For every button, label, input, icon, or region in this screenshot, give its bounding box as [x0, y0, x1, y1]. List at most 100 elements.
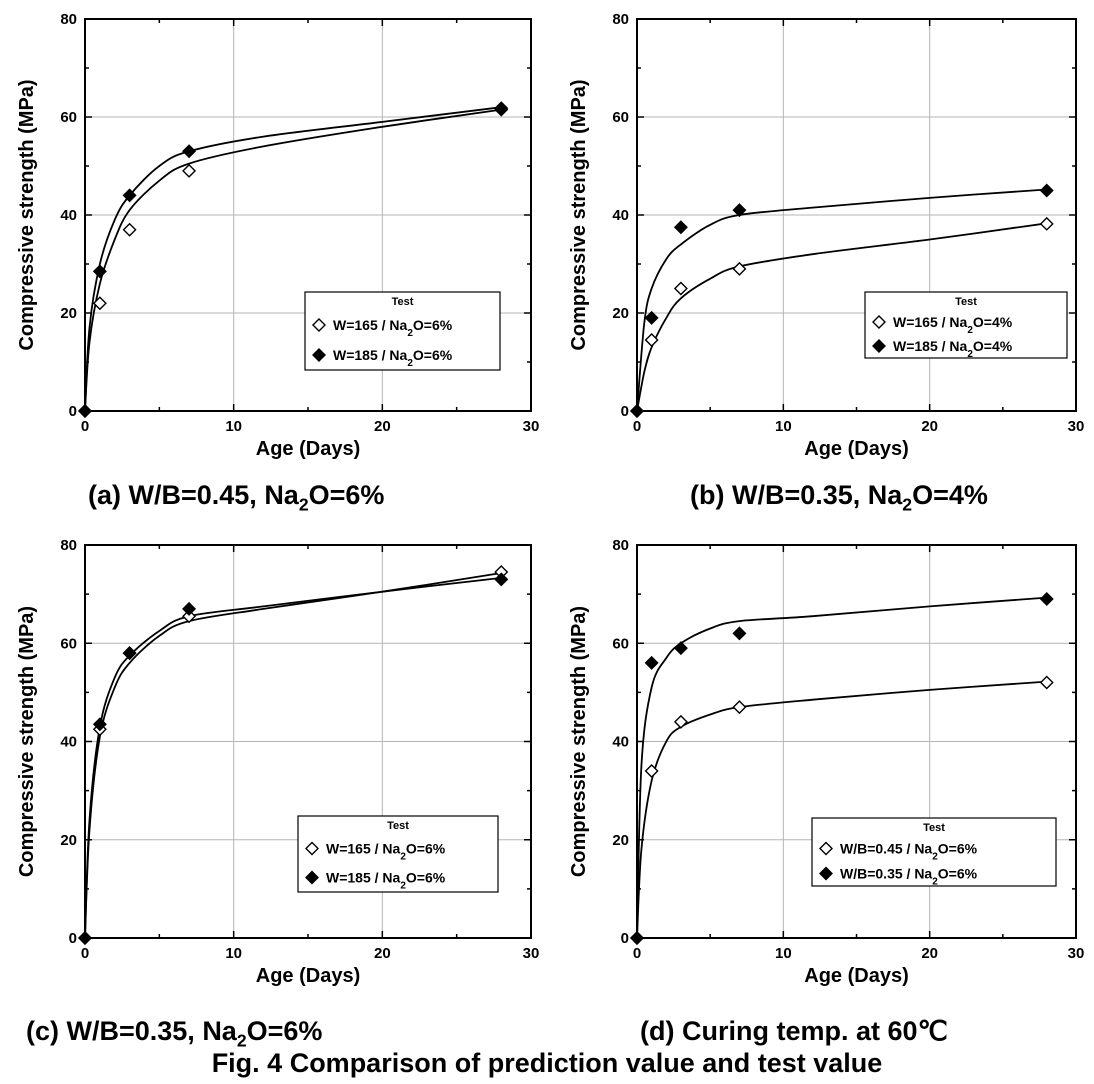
filled-diamond-point — [732, 626, 747, 641]
legend-title: Test — [955, 296, 977, 308]
y-tick-label: 60 — [60, 109, 77, 126]
y-axis-label: Compressive strength (MPa) — [16, 606, 38, 877]
x-tick-label: 20 — [921, 418, 938, 435]
x-tick-label: 20 — [374, 418, 391, 435]
y-tick-label: 40 — [60, 207, 77, 224]
y-tick-label: 80 — [60, 11, 77, 28]
x-tick-label: 10 — [775, 945, 792, 962]
caption-c: (c) W/B=0.35, Na2O=6% — [26, 1016, 323, 1051]
filled-diamond-point — [644, 310, 659, 325]
chart-panel-a: 0 10 20 30 0 20 40 60 80 Age (Days) Compressive st… — [16, 11, 539, 460]
y-tick-label: 0 — [621, 930, 629, 947]
y-tick-label: 20 — [612, 832, 629, 849]
legend-filled-diamond-icon — [819, 866, 833, 881]
y-tick-label: 0 — [69, 930, 77, 947]
filled-diamond-point — [92, 264, 107, 279]
legend-entry-label: W=165 / Na2O=6% — [326, 841, 446, 863]
legend: Test W=165 / Na2O=4%W=185 / Na2O=4% — [864, 291, 1068, 360]
legend-entry-label: W=165 / Na2O=6% — [333, 317, 453, 339]
open-diamond-point — [122, 222, 137, 237]
open-diamond-point — [1039, 216, 1054, 231]
open-diamond-point — [92, 296, 107, 311]
chart-panel-b: 0 10 20 30 0 20 40 60 80 Age (Days) Compressive st… — [568, 11, 1084, 460]
filled-diamond-point — [644, 655, 659, 670]
prediction-curve — [636, 596, 1047, 939]
y-tick-label: 20 — [60, 832, 77, 849]
open-diamond-point — [673, 281, 688, 296]
legend-open-diamond-icon — [872, 315, 886, 329]
open-diamond-point — [644, 763, 659, 778]
y-tick-label: 80 — [612, 537, 629, 554]
legend-entry-label: W=185 / Na2O=6% — [326, 870, 446, 892]
filled-diamond-point — [673, 641, 688, 656]
filled-diamond-point — [630, 404, 644, 418]
legend-entry-label: W/B=0.35 / Na2O=6% — [840, 866, 978, 888]
x-tick-label: 0 — [633, 418, 641, 435]
x-tick-label: 10 — [225, 418, 242, 435]
x-tick-label: 0 — [81, 418, 89, 435]
y-tick-label: 20 — [60, 305, 77, 322]
x-tick-label: 30 — [523, 945, 540, 962]
x-axis-label: Age (Days) — [256, 965, 360, 987]
legend-filled-diamond-icon — [312, 348, 326, 362]
chart-panel-d: 0 10 20 30 0 20 40 60 80 Age (Days) Compressive st… — [568, 537, 1084, 987]
filled-diamond-point — [732, 203, 747, 218]
prediction-curve — [636, 222, 1047, 412]
legend-title: Test — [923, 822, 945, 834]
prediction-curve — [636, 680, 1047, 939]
prediction-curve — [636, 188, 1047, 412]
y-axis-label: Compressive strength (MPa) — [568, 79, 590, 350]
x-tick-label: 20 — [374, 945, 391, 962]
filled-diamond-point — [78, 931, 92, 945]
x-axis-label: Age (Days) — [804, 438, 908, 460]
open-diamond-point — [732, 261, 747, 276]
filled-diamond-point — [182, 144, 197, 159]
legend-entry-label: W=185 / Na2O=6% — [333, 347, 453, 369]
x-tick-label: 10 — [225, 945, 242, 962]
y-axis-label: Compressive strength (MPa) — [16, 79, 38, 350]
filled-diamond-point — [673, 220, 688, 235]
legend: Test W=165 / Na2O=6% W=185 / Na2O=6% — [297, 815, 499, 893]
legend-filled-diamond-icon — [872, 339, 886, 353]
open-diamond-point — [182, 163, 197, 178]
legend-box — [864, 291, 1068, 359]
y-tick-label: 40 — [60, 734, 77, 751]
legend-filled-diamond-icon — [305, 870, 319, 885]
legend-entry-label: W/B=0.45 / Na2O=6% — [840, 841, 978, 863]
caption-d: (d) Curing temp. at 60℃ — [640, 1016, 948, 1046]
y-tick-label: 60 — [612, 109, 629, 126]
prediction-curve — [84, 106, 502, 412]
legend-box — [304, 291, 501, 371]
legend-open-diamond-icon — [305, 841, 319, 856]
filled-diamond-point — [122, 188, 137, 203]
x-tick-label: 0 — [633, 945, 641, 962]
legend-open-diamond-icon — [312, 318, 326, 332]
chart-panel-c: 0 10 20 30 0 20 40 60 80 Age (Days) Compressive st… — [16, 537, 539, 987]
legend-open-diamond-icon — [819, 841, 833, 856]
x-tick-label: 10 — [775, 418, 792, 435]
filled-diamond-point — [1039, 183, 1054, 198]
legend-title: Test — [387, 820, 409, 832]
open-diamond-point — [732, 700, 747, 715]
filled-diamond-point — [1039, 592, 1054, 607]
y-tick-label: 80 — [612, 11, 629, 28]
legend-box — [297, 815, 499, 893]
caption-a: (a) W/B=0.45, Na2O=6% — [88, 480, 385, 515]
filled-diamond-point — [494, 101, 509, 116]
filled-diamond-point — [78, 404, 92, 418]
legend-title: Test — [392, 296, 414, 308]
filled-diamond-point — [494, 572, 509, 587]
y-tick-label: 20 — [612, 305, 629, 322]
open-diamond-point — [1039, 675, 1054, 690]
legend-box — [811, 817, 1057, 887]
open-diamond-point — [182, 609, 197, 624]
y-tick-label: 60 — [60, 635, 77, 652]
y-tick-label: 0 — [69, 403, 77, 420]
y-tick-label: 40 — [612, 734, 629, 751]
legend: Test W/B=0.45 / Na2O=6% W/B=0.35 / Na2O=6% — [811, 817, 1057, 888]
legend: Test W=165 / Na2O=6% W=185 / Na2O=6% — [304, 291, 501, 371]
x-axis-label: Age (Days) — [804, 965, 908, 987]
open-diamond-point — [673, 714, 688, 729]
legend-entry-label: W=185 / Na2O=4% — [893, 338, 1013, 360]
